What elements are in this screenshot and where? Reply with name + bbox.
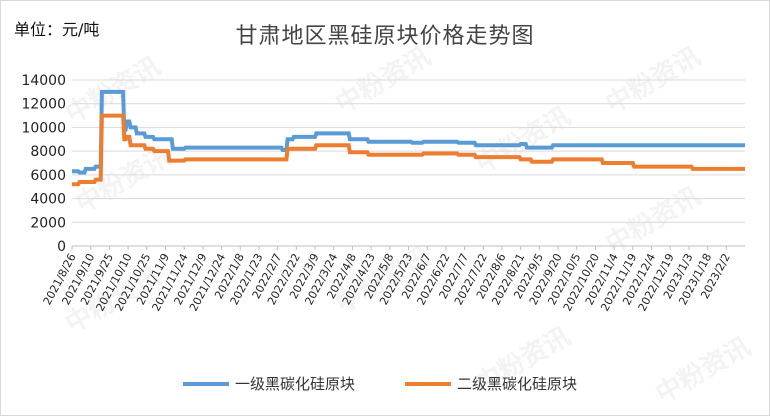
y-tick-label: 2000 <box>30 215 66 231</box>
x-axis-ticks: 2021/8/262021/9/102021/9/252021/10/10202… <box>41 246 733 313</box>
series-line-1 <box>72 89 745 175</box>
y-tick-label: 6000 <box>30 168 66 184</box>
legend-label-1: 一级黑碳化硅原块 <box>235 375 355 393</box>
unit-label: 单位：元/吨 <box>14 20 100 39</box>
y-tick-label: 14000 <box>21 73 66 89</box>
legend-label-2: 二级黑碳化硅原块 <box>457 375 577 393</box>
y-tick-label: 12000 <box>21 97 66 113</box>
series-layer <box>72 89 745 187</box>
y-tick-label: 8000 <box>30 144 66 160</box>
y-tick-label: 0 <box>57 239 66 255</box>
legend: 一级黑碳化硅原块 二级黑碳化硅原块 <box>183 375 577 393</box>
y-tick-label: 10000 <box>21 120 66 136</box>
chart-title: 甘肃地区黑硅原块价格走势图 <box>235 24 535 49</box>
y-tick-label: 4000 <box>30 192 66 208</box>
series-line-2 <box>72 113 745 187</box>
y-axis-ticks: 0 2000 4000 6000 8000 10000 12000 14000 <box>21 73 66 255</box>
grid-lines <box>72 79 745 223</box>
